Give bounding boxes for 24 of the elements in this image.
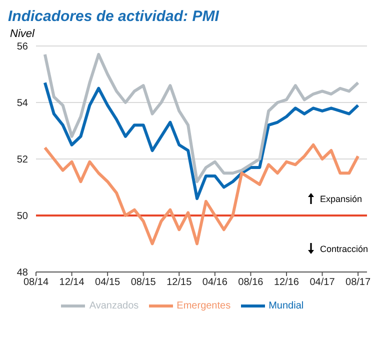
x-tick-label: 08/16 xyxy=(238,277,264,288)
x-tick-label: 04/17 xyxy=(310,277,336,288)
legend-label: Avanzados xyxy=(89,300,139,312)
chart-title: Indicadores de actividad: PMI xyxy=(8,8,220,25)
legend-label: Emergentes xyxy=(176,300,231,312)
line-series xyxy=(43,52,360,184)
x-tick-label: 08/14 xyxy=(23,277,49,288)
annotation: Expansión xyxy=(320,194,362,204)
legend-label: Mundial xyxy=(268,300,304,312)
y-axis-title: Nivel xyxy=(10,28,36,40)
x-tick-label: 12/15 xyxy=(166,277,192,288)
x-tick-label: 04/16 xyxy=(202,277,228,288)
x-tick-label: 04/15 xyxy=(95,277,121,288)
x-tick-label: 08/17 xyxy=(346,277,371,288)
annotation: Contracción xyxy=(320,244,368,254)
y-tick-label: 50 xyxy=(16,211,28,222)
y-tick-label: 48 xyxy=(16,268,28,279)
y-tick-label: 54 xyxy=(16,98,28,110)
line-series xyxy=(43,143,360,246)
y-tick-label: 56 xyxy=(16,42,28,53)
x-tick-label: 12/14 xyxy=(59,277,85,288)
x-tick-label: 08/15 xyxy=(130,277,156,288)
x-tick-label: 12/16 xyxy=(274,277,300,288)
y-tick-label: 52 xyxy=(16,154,28,166)
